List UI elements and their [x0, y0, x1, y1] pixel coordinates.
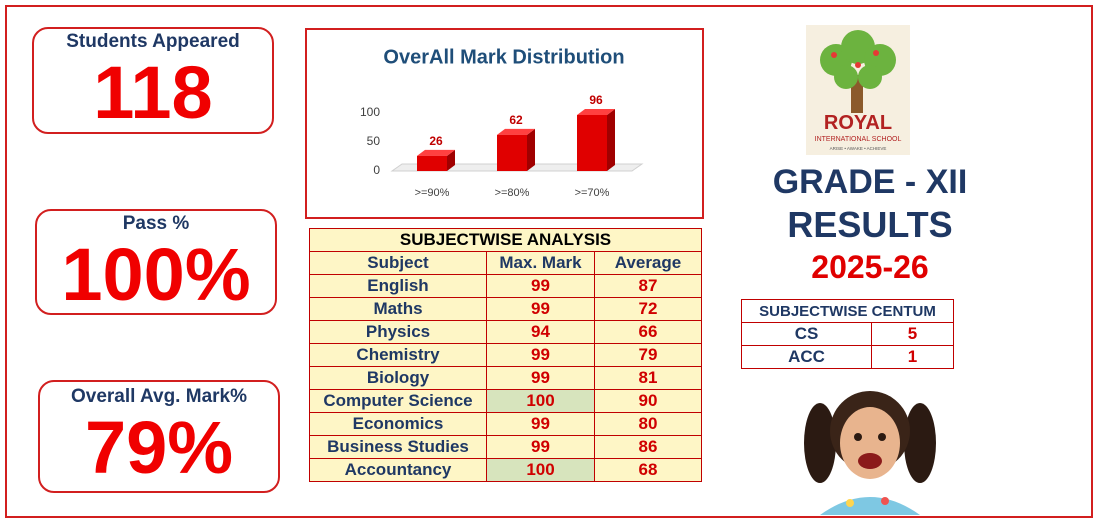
number-cell: 99: [486, 435, 595, 459]
table-row: CS 5: [741, 322, 954, 346]
table-row: Chemistry 99 79: [309, 343, 702, 367]
number-cell: 100: [486, 458, 595, 482]
value-label: 26: [429, 134, 443, 148]
logo-fruits: [831, 50, 879, 68]
card-label: Students Appeared: [66, 31, 240, 52]
bar-side: [447, 149, 455, 171]
x-tick-label: >=90%: [415, 187, 450, 199]
girl-photo: [804, 391, 936, 515]
subject-cell: English: [309, 274, 487, 298]
header-row: Subject Max. Mark Average: [309, 251, 702, 275]
x-tick-label: >=70%: [575, 187, 610, 199]
number-cell: 80: [594, 412, 702, 436]
bar: [497, 134, 527, 171]
table-title: SUBJECTWISE ANALYSIS: [309, 228, 702, 252]
bar-top: [417, 149, 455, 156]
y-tick-label: 100: [360, 105, 380, 119]
card-value: 79%: [84, 406, 234, 489]
number-cell: 68: [594, 458, 702, 482]
y-tick-label: 50: [367, 134, 381, 148]
number-cell: 99: [486, 412, 595, 436]
table-row: Economics 99 80: [309, 412, 702, 436]
number-cell: 87: [594, 274, 702, 298]
number-cell: 79: [594, 343, 702, 367]
value-label: 62: [509, 113, 523, 127]
number-cell: 81: [594, 366, 702, 390]
chart-box: OverAll Mark Distribution 0 50 100 >=90% 26 >…: [305, 28, 704, 219]
centum-table: SUBJECTWISE CENTUM CS 5 ACC 1: [741, 299, 954, 369]
stat-card: Students Appeared 118: [32, 27, 274, 134]
subject-cell: Biology: [309, 366, 487, 390]
number-cell: 90: [594, 389, 702, 413]
subject-cell: Chemistry: [309, 343, 487, 367]
stat-card: Pass % 100%: [35, 209, 277, 315]
header-cell: Subject: [309, 251, 487, 275]
logo-subtitle: INTERNATIONAL SCHOOL: [815, 136, 902, 143]
y-tick-label: 0: [373, 163, 380, 177]
logo-motto: ARISE • AWAKE • ACHIEVE: [830, 146, 887, 151]
grade-heading: GRADE - XII: [772, 163, 968, 201]
number-cell: 94: [486, 320, 595, 344]
card-value: 100%: [61, 233, 251, 316]
card-label: Pass %: [122, 213, 190, 234]
bar-side: [607, 109, 615, 171]
subject-cell: Maths: [309, 297, 487, 321]
table-title-row: SUBJECTWISE CENTUM: [741, 299, 954, 323]
subject-cell: Physics: [309, 320, 487, 344]
table-title-row: SUBJECTWISE ANALYSIS: [309, 228, 702, 252]
chart: OverAll Mark Distribution 0 50 100 >=90% 26 >…: [360, 46, 644, 199]
number-cell: 99: [486, 274, 595, 298]
table-row: Computer Science 100 90: [309, 389, 702, 413]
number-cell: 99: [486, 343, 595, 367]
table-row: Biology 99 81: [309, 366, 702, 390]
bar-side: [527, 128, 535, 171]
logo: ROYAL INTERNATIONAL SCHOOL ARISE • AWAKE…: [806, 25, 910, 155]
bar-top: [577, 109, 615, 115]
subject-cell: Economics: [309, 412, 487, 436]
subject-cell: CS: [741, 322, 872, 346]
logo-leaves: [820, 30, 896, 89]
header-cell: Max. Mark: [486, 251, 595, 275]
number-cell: 99: [486, 297, 595, 321]
number-cell: 86: [594, 435, 702, 459]
frame: [5, 5, 1093, 518]
subject-cell: Business Studies: [309, 435, 487, 459]
number-cell: 5: [871, 322, 954, 346]
table-row: Maths 99 72: [309, 297, 702, 321]
number-cell: 99: [486, 366, 595, 390]
logo-name: ROYAL: [824, 112, 892, 134]
bar: [577, 115, 607, 171]
card-value: 118: [93, 51, 213, 134]
number-cell: 1: [871, 345, 954, 369]
subject-table: SUBJECTWISE ANALYSIS Subject Max. Mark Aver…: [309, 228, 702, 482]
x-tick-label: >=80%: [495, 187, 530, 199]
table-row: Business Studies 99 86: [309, 435, 702, 459]
chart-title: OverAll Mark Distribution: [383, 46, 624, 68]
value-label: 96: [589, 93, 603, 107]
table-title: SUBJECTWISE CENTUM: [741, 299, 954, 323]
subject-cell: Accountancy: [309, 458, 487, 482]
table-row: Physics 94 66: [309, 320, 702, 344]
bar-top: [497, 128, 535, 135]
subject-cell: ACC: [741, 345, 872, 369]
stat-card: Overall Avg. Mark% 79%: [38, 380, 280, 493]
table-row: Accountancy 100 68: [309, 458, 702, 482]
subject-cell: Computer Science: [309, 389, 487, 413]
table-row: English 99 87: [309, 274, 702, 298]
table-row: ACC 1: [741, 345, 954, 369]
year-heading: 2025-26: [811, 249, 929, 285]
number-cell: 100: [486, 389, 595, 413]
number-cell: 66: [594, 320, 702, 344]
results-heading: RESULTS: [787, 204, 953, 245]
bar: [417, 155, 447, 171]
header-cell: Average: [594, 251, 702, 275]
number-cell: 72: [594, 297, 702, 321]
card-label: Overall Avg. Mark%: [70, 386, 247, 407]
